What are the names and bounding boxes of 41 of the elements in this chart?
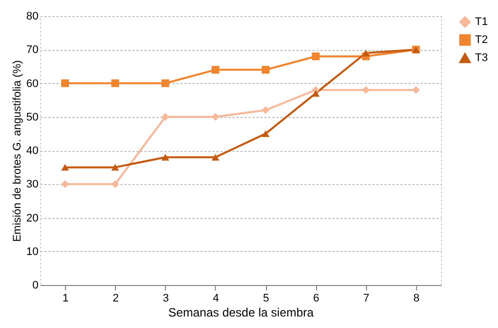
point xyxy=(161,79,170,88)
point xyxy=(111,79,120,88)
legend-label: T3 xyxy=(475,52,488,64)
x-axis-title: Semanas desde la siembra xyxy=(168,306,314,320)
x-tick-label: 2 xyxy=(112,292,119,304)
point xyxy=(111,180,120,188)
point xyxy=(262,66,270,74)
y-tick-label: 0 xyxy=(32,280,38,292)
point xyxy=(161,113,170,121)
point xyxy=(212,154,220,161)
y-tick-label: 10 xyxy=(26,246,38,258)
y-tick-label: 60 xyxy=(26,78,38,90)
y-tick-label: 20 xyxy=(26,212,38,224)
x-tick-label: 4 xyxy=(212,292,219,304)
x-tick-label: 3 xyxy=(162,292,169,304)
point xyxy=(312,52,320,60)
x-tick-label: 7 xyxy=(363,292,370,304)
point xyxy=(362,50,370,56)
point xyxy=(161,154,170,161)
point xyxy=(61,79,69,88)
legend-label: T1 xyxy=(475,16,488,28)
point xyxy=(212,66,220,74)
point xyxy=(312,90,320,97)
point xyxy=(212,113,220,121)
y-tick-label: 50 xyxy=(26,111,38,124)
x-tick-label: 5 xyxy=(263,292,270,304)
y-tick-label: 70 xyxy=(26,44,38,56)
point xyxy=(412,86,420,94)
x-tick-label: 8 xyxy=(413,292,420,304)
point xyxy=(262,106,270,114)
point xyxy=(61,164,69,171)
x-tick-label: 6 xyxy=(313,292,320,304)
y-axis-title: Emisión de brotes G. angustifolia (%) xyxy=(11,60,24,242)
y-tick-label: 80 xyxy=(26,10,38,22)
y-tick-label: 40 xyxy=(26,145,38,157)
point xyxy=(262,130,270,138)
x-tick-label: 1 xyxy=(62,292,69,304)
point xyxy=(61,180,69,188)
legend-label: T2 xyxy=(475,34,488,46)
point xyxy=(111,164,120,171)
y-tick-label: 30 xyxy=(26,178,38,191)
